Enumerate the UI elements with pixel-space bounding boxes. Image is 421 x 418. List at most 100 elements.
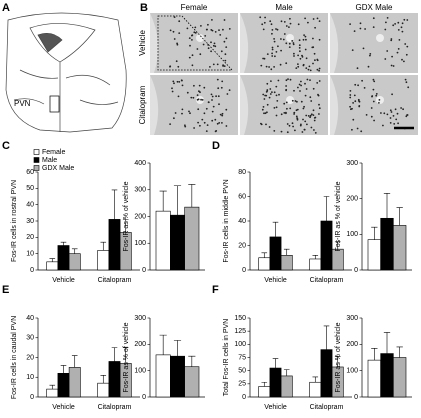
cell	[197, 108, 200, 111]
cell	[266, 90, 269, 92]
cell	[407, 86, 410, 89]
cell	[313, 119, 316, 122]
cell	[378, 99, 381, 101]
cell	[316, 58, 319, 61]
cell	[291, 122, 294, 125]
cell	[304, 35, 307, 38]
error-bar	[173, 185, 182, 216]
cell	[362, 47, 365, 50]
cell	[178, 32, 181, 34]
cell	[224, 59, 227, 62]
y-tick-label: 300	[346, 315, 358, 322]
error-bar	[272, 221, 279, 237]
cell	[306, 78, 309, 81]
y-axis-label: Fos-IR as % of vehicle	[335, 181, 342, 251]
cell	[299, 57, 302, 60]
cell	[193, 31, 196, 34]
cell	[310, 100, 313, 102]
error-bar	[122, 219, 129, 233]
cell	[200, 25, 202, 27]
cell	[207, 23, 209, 26]
cell	[318, 20, 321, 22]
error-bar	[100, 374, 107, 384]
cell	[404, 78, 407, 81]
cell	[219, 34, 222, 36]
cell	[353, 30, 356, 32]
bar	[269, 236, 282, 271]
column-header: Female	[181, 3, 208, 12]
cell	[401, 58, 403, 61]
cell	[263, 21, 266, 24]
cell	[372, 100, 375, 103]
cell	[211, 19, 213, 21]
cell	[289, 107, 292, 110]
cell	[207, 44, 210, 46]
cell	[278, 93, 280, 96]
cell	[201, 118, 204, 121]
y-tick-label: 300	[134, 315, 146, 322]
cell	[292, 125, 294, 128]
cell	[296, 100, 298, 103]
bar	[320, 220, 333, 271]
cell	[201, 99, 204, 101]
cell	[214, 118, 217, 121]
cell	[384, 58, 387, 60]
bar	[269, 367, 282, 398]
y-tick-label: 200	[346, 341, 358, 348]
cell	[383, 112, 386, 115]
cell	[373, 119, 375, 122]
cell	[394, 23, 396, 25]
bar	[184, 366, 200, 398]
cell	[297, 63, 299, 65]
cell	[372, 88, 375, 91]
cell	[221, 114, 224, 117]
cell	[305, 88, 308, 90]
cell	[309, 114, 312, 117]
cell	[394, 108, 397, 111]
cell	[308, 65, 311, 68]
micrograph	[330, 13, 418, 73]
cell	[180, 79, 183, 82]
cell	[285, 111, 287, 114]
cell	[301, 56, 304, 58]
cell	[173, 16, 176, 18]
cell	[405, 53, 408, 56]
bar	[170, 214, 185, 271]
error-bar	[111, 347, 118, 362]
cell	[318, 103, 320, 106]
cell	[269, 88, 272, 90]
cell	[404, 43, 407, 45]
cell	[386, 50, 389, 52]
cell	[358, 105, 361, 107]
cell	[305, 114, 308, 117]
cell	[217, 87, 220, 90]
cell	[219, 113, 222, 116]
cell	[369, 53, 372, 55]
bar	[57, 245, 70, 271]
cell	[304, 17, 306, 20]
vessel	[196, 34, 204, 42]
cell	[276, 100, 279, 102]
cell	[390, 39, 393, 42]
x-tick-label: Citalopram	[310, 277, 344, 284]
panel-letter: F	[212, 284, 219, 296]
cell	[225, 108, 228, 111]
ventricle	[240, 75, 249, 135]
cell	[274, 55, 276, 58]
cell	[296, 117, 298, 119]
cell	[273, 130, 276, 132]
cell	[280, 130, 283, 133]
ventricle	[330, 75, 339, 135]
cell	[171, 90, 174, 93]
cell	[286, 131, 289, 134]
cell	[297, 54, 299, 57]
cell	[191, 54, 194, 57]
cell	[395, 118, 398, 121]
cell	[285, 25, 288, 27]
cell	[176, 80, 179, 83]
cell	[283, 112, 286, 114]
error-bar	[383, 193, 391, 219]
y-tick-label: 60	[26, 169, 34, 176]
cell	[356, 127, 359, 130]
micrograph	[240, 75, 328, 135]
